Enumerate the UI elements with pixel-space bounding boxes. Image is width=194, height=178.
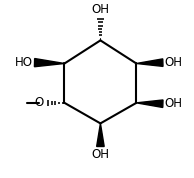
- Polygon shape: [136, 59, 163, 66]
- Polygon shape: [97, 123, 104, 146]
- Polygon shape: [136, 100, 163, 108]
- Text: O: O: [34, 96, 43, 109]
- Polygon shape: [34, 59, 64, 67]
- Text: OH: OH: [91, 2, 109, 15]
- Text: OH: OH: [91, 148, 109, 161]
- Text: OH: OH: [164, 97, 182, 110]
- Text: OH: OH: [164, 56, 182, 69]
- Text: HO: HO: [15, 56, 33, 69]
